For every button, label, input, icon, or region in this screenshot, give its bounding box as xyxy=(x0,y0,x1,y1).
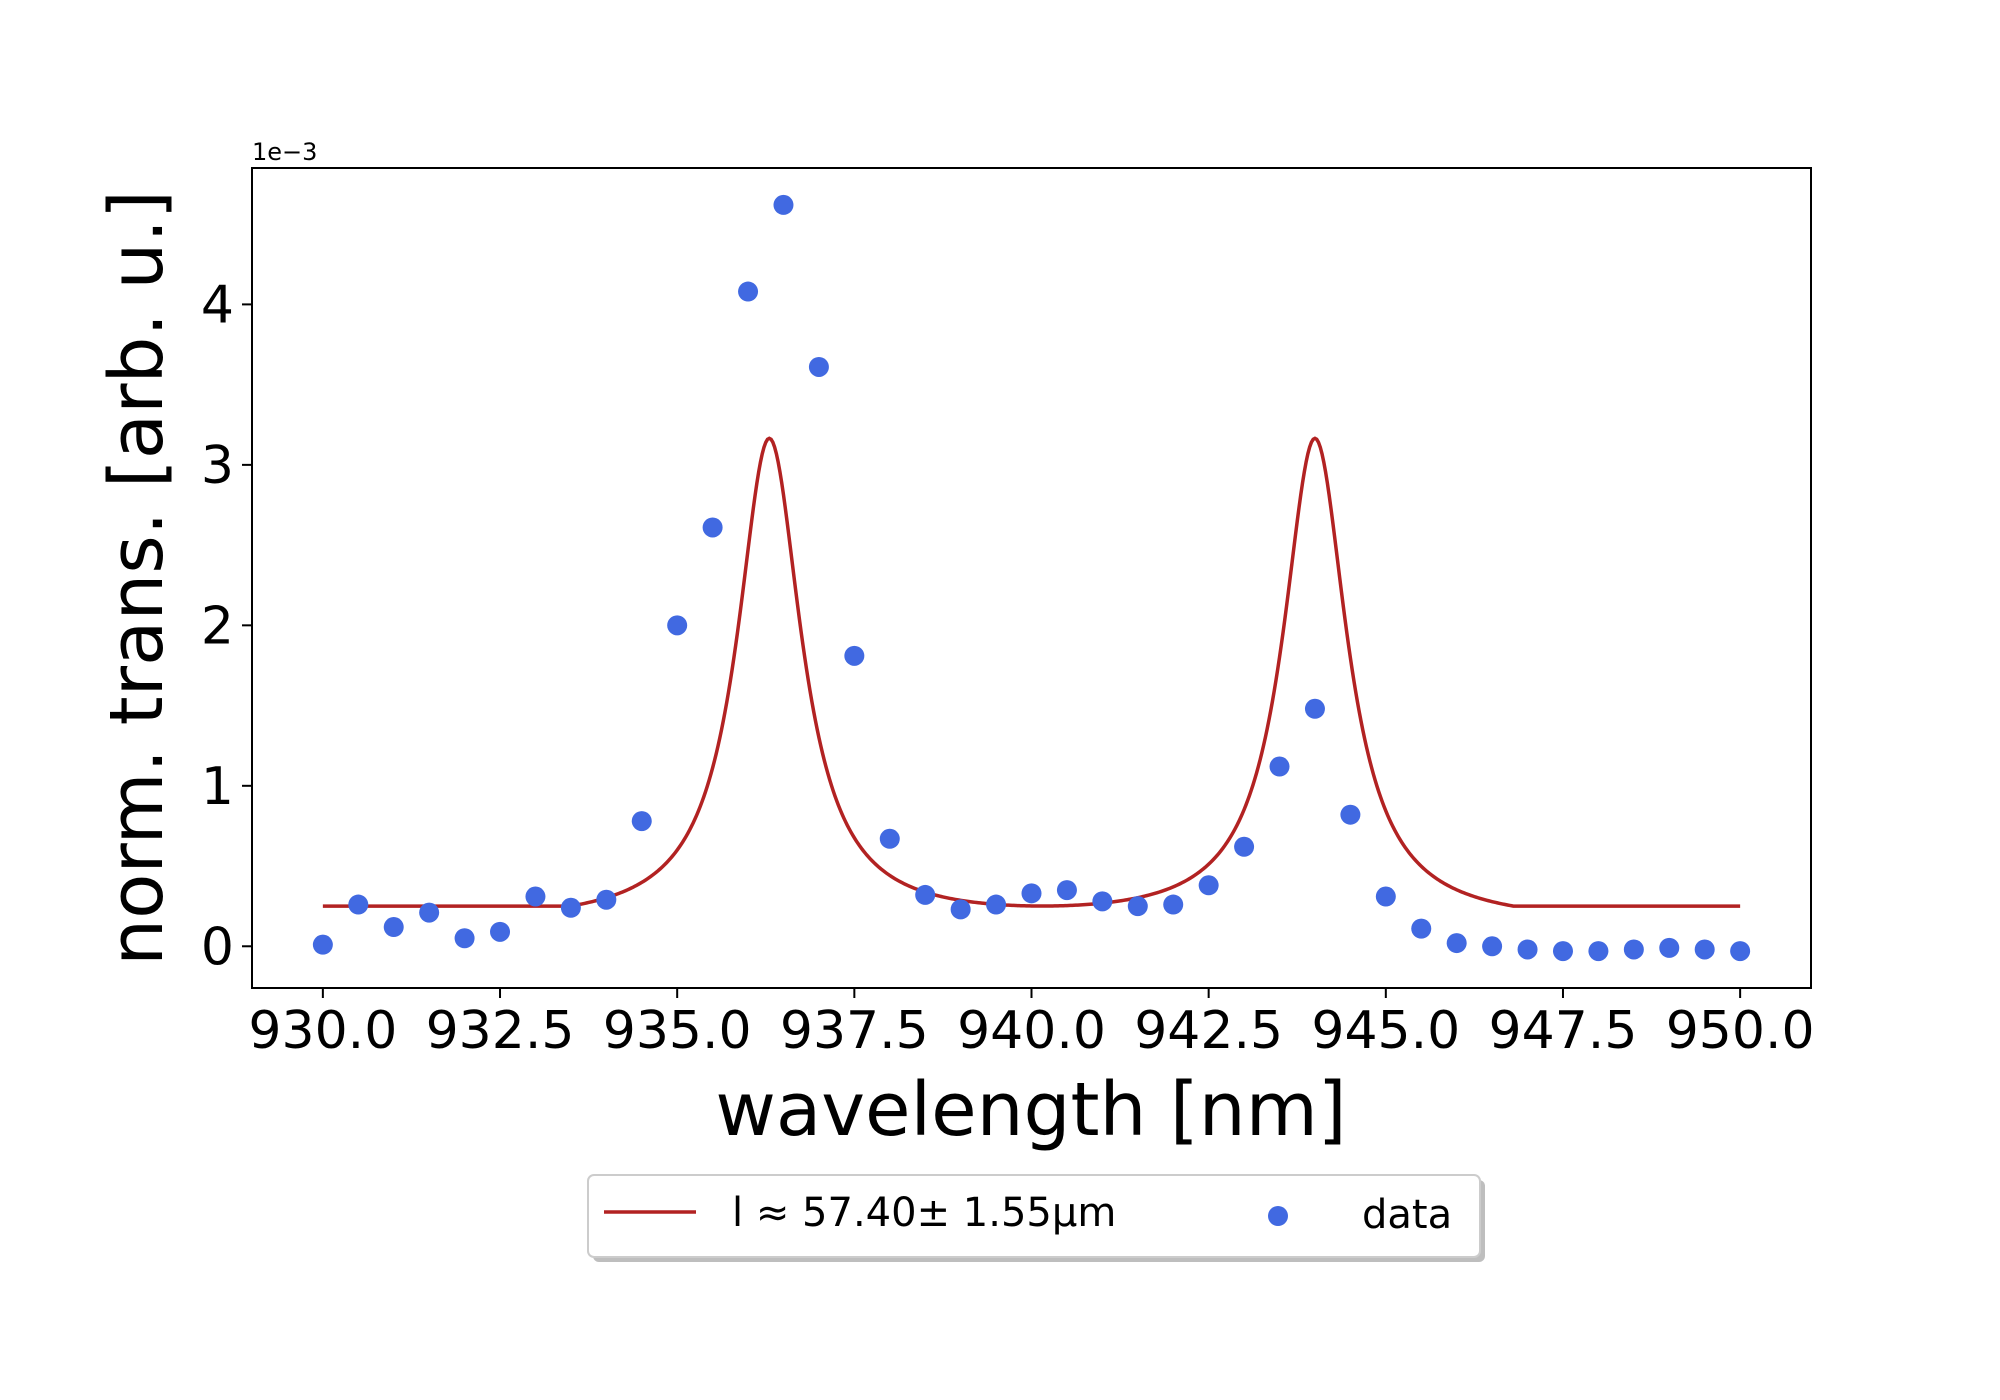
y-axis-offset-text: 1e−3 xyxy=(252,138,317,166)
y-tick-label: 2 xyxy=(201,596,234,656)
x-tick-label: 935.0 xyxy=(603,1001,752,1061)
y-tick-label: 4 xyxy=(201,275,234,335)
data-point xyxy=(383,917,404,938)
x-tick-label: 942.5 xyxy=(1134,1001,1283,1061)
data-point xyxy=(312,934,333,955)
fit-curve-layer xyxy=(322,436,1741,908)
data-point xyxy=(560,897,581,918)
x-tick-label: 940.0 xyxy=(957,1001,1106,1061)
data-points-layer xyxy=(312,194,1751,962)
data-point xyxy=(915,884,936,905)
data-point xyxy=(1021,883,1042,904)
data-point xyxy=(738,281,759,302)
data-point xyxy=(1092,891,1113,912)
data-point xyxy=(596,889,617,910)
x-tick-label: 945.0 xyxy=(1311,1001,1460,1061)
data-point xyxy=(1588,941,1609,962)
data-point xyxy=(1623,939,1644,960)
y-axis-label: norm. trans. [arb. u.] xyxy=(94,190,180,966)
data-point xyxy=(1056,880,1077,901)
data-point xyxy=(1552,941,1573,962)
legend-box xyxy=(587,1174,1481,1258)
legend: l ≈ 57.40± 1.55µm data xyxy=(587,1174,1485,1262)
x-tick-label: 937.5 xyxy=(780,1001,929,1061)
data-point xyxy=(1411,918,1432,939)
data-point xyxy=(1482,936,1503,957)
data-point xyxy=(667,615,688,636)
x-axis-ticks: 930.0 932.5 935.0 937.5 940.0 942.5 945.0 947.5… xyxy=(248,988,1815,1061)
x-tick-label: 950.0 xyxy=(1666,1001,1815,1061)
data-point xyxy=(1304,698,1325,719)
plot-area xyxy=(252,168,1811,988)
data-point xyxy=(773,194,794,215)
y-tick-label: 0 xyxy=(201,917,234,977)
data-point xyxy=(454,928,475,949)
data-point xyxy=(1340,804,1361,825)
data-point xyxy=(1694,939,1715,960)
data-point xyxy=(1234,836,1255,857)
y-tick-label: 3 xyxy=(201,436,234,496)
data-point xyxy=(348,894,369,915)
legend-label-fit: l ≈ 57.40± 1.55µm xyxy=(732,1190,1116,1236)
legend-marker-swatch xyxy=(1268,1206,1288,1226)
data-point xyxy=(1269,756,1290,777)
data-point xyxy=(1163,894,1184,915)
x-tick-label: 930.0 xyxy=(248,1001,397,1061)
x-axis-label: wavelength [nm] xyxy=(715,1067,1346,1153)
fit-curve-line xyxy=(322,436,1741,908)
data-point xyxy=(1446,933,1467,954)
data-point xyxy=(419,902,440,923)
data-point xyxy=(986,894,1007,915)
data-point xyxy=(1198,875,1219,896)
data-point xyxy=(631,811,652,832)
data-point xyxy=(1730,941,1751,962)
data-point xyxy=(1375,886,1396,907)
data-point xyxy=(702,517,723,538)
data-point xyxy=(950,899,971,920)
data-point xyxy=(844,645,865,666)
x-tick-label: 932.5 xyxy=(426,1001,575,1061)
data-point xyxy=(1659,937,1680,958)
data-point xyxy=(808,356,829,377)
data-point xyxy=(879,828,900,849)
data-point xyxy=(1517,939,1538,960)
x-tick-label: 947.5 xyxy=(1489,1001,1638,1061)
data-point xyxy=(525,886,546,907)
data-point xyxy=(490,921,511,942)
y-tick-label: 1 xyxy=(201,757,234,817)
y-axis-ticks: 0 1 2 3 4 xyxy=(201,275,252,977)
data-point xyxy=(1127,896,1148,917)
legend-label-data: data xyxy=(1362,1192,1452,1238)
